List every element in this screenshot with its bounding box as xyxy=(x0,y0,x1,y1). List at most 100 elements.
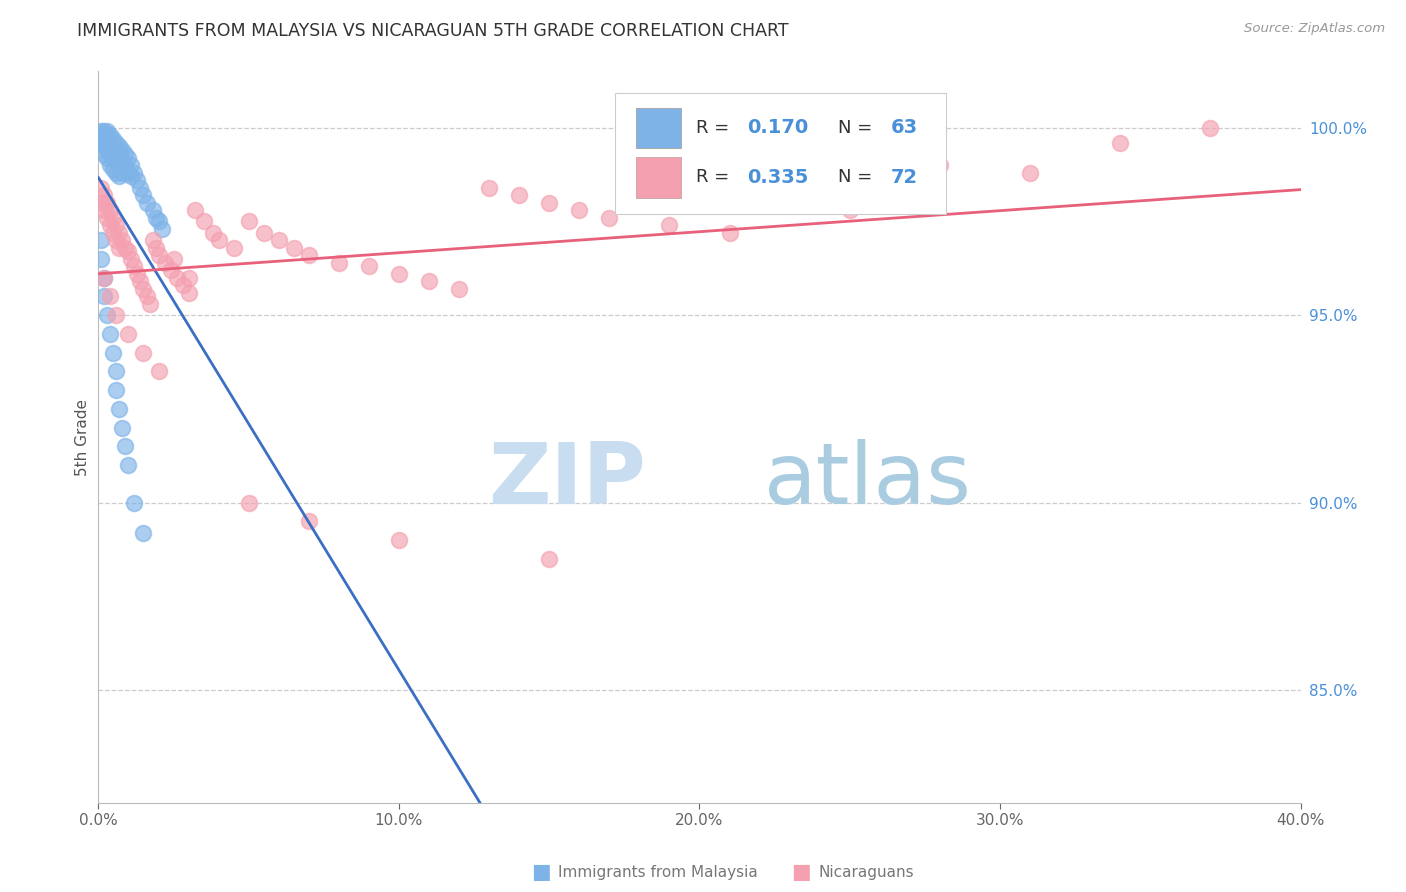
Point xyxy=(90,124,112,138)
Point xyxy=(96,128,118,142)
Point xyxy=(166,270,188,285)
Point xyxy=(105,233,128,247)
FancyBboxPatch shape xyxy=(616,94,946,214)
Point xyxy=(779,195,801,210)
Point xyxy=(108,401,131,416)
Point xyxy=(111,143,134,157)
Point xyxy=(111,420,134,434)
Point xyxy=(100,128,122,142)
Y-axis label: 5th Grade: 5th Grade xyxy=(75,399,90,475)
Point xyxy=(117,166,139,180)
Point xyxy=(1109,136,1132,150)
Point xyxy=(138,297,160,311)
Text: ■: ■ xyxy=(792,863,811,882)
Point xyxy=(108,139,131,153)
Point xyxy=(148,248,170,262)
Point xyxy=(100,158,122,172)
Point xyxy=(108,226,131,240)
Text: 63: 63 xyxy=(890,118,918,137)
Point xyxy=(145,241,167,255)
Point xyxy=(100,147,122,161)
Point xyxy=(121,252,143,266)
Point xyxy=(238,214,260,228)
Point xyxy=(201,226,224,240)
Point xyxy=(117,244,139,259)
Point xyxy=(658,218,681,232)
Point xyxy=(478,180,501,194)
Point xyxy=(135,289,157,303)
Point xyxy=(103,139,125,153)
Point xyxy=(90,252,112,266)
Point xyxy=(105,364,128,378)
Point xyxy=(238,496,260,510)
Point xyxy=(90,128,112,142)
Point xyxy=(103,226,125,240)
Point xyxy=(108,147,131,161)
Point xyxy=(100,203,122,218)
Text: 0.170: 0.170 xyxy=(748,118,808,137)
Point xyxy=(100,326,122,341)
Point xyxy=(357,260,380,274)
Point xyxy=(100,136,122,150)
Point xyxy=(124,166,146,180)
Point xyxy=(538,195,561,210)
Text: R =: R = xyxy=(696,169,735,186)
Point xyxy=(298,515,321,529)
Point xyxy=(90,233,112,247)
Point xyxy=(108,158,131,172)
Point xyxy=(96,211,118,225)
Point xyxy=(90,136,112,150)
Point xyxy=(388,533,411,548)
Point xyxy=(172,278,194,293)
Point xyxy=(132,282,155,296)
Text: Source: ZipAtlas.com: Source: ZipAtlas.com xyxy=(1244,22,1385,36)
Point xyxy=(132,188,155,202)
Point xyxy=(93,270,115,285)
Point xyxy=(117,151,139,165)
Point xyxy=(100,218,122,232)
Point xyxy=(538,552,561,566)
Point xyxy=(148,364,170,378)
Point xyxy=(90,180,112,194)
Point xyxy=(93,188,115,202)
Point xyxy=(132,345,155,359)
Point xyxy=(96,151,118,165)
Point xyxy=(1019,166,1042,180)
Point xyxy=(129,274,152,288)
Point xyxy=(1199,120,1222,135)
Point xyxy=(103,151,125,165)
Point xyxy=(298,248,321,262)
Point xyxy=(103,132,125,146)
Point xyxy=(121,169,143,184)
Point xyxy=(193,214,215,228)
Point xyxy=(90,132,112,146)
Text: 72: 72 xyxy=(890,168,918,187)
Text: ■: ■ xyxy=(531,863,551,882)
Point xyxy=(145,211,167,225)
Point xyxy=(108,169,131,184)
Point xyxy=(100,289,122,303)
Point xyxy=(93,203,115,218)
Point xyxy=(159,263,181,277)
Point xyxy=(105,308,128,322)
Point xyxy=(93,124,115,138)
Point xyxy=(108,241,131,255)
Point xyxy=(105,166,128,180)
Point xyxy=(177,285,200,300)
Point xyxy=(838,203,860,218)
Point xyxy=(114,440,136,454)
Point xyxy=(117,326,139,341)
Point xyxy=(93,139,115,153)
Bar xyxy=(636,108,682,148)
Text: N =: N = xyxy=(838,119,877,136)
Point xyxy=(93,289,115,303)
Point xyxy=(93,270,115,285)
Point xyxy=(418,274,440,288)
Point xyxy=(93,128,115,142)
Point xyxy=(129,180,152,194)
Point xyxy=(568,203,591,218)
Point xyxy=(141,233,163,247)
Point xyxy=(93,147,115,161)
Point xyxy=(267,233,290,247)
Point xyxy=(150,222,173,236)
